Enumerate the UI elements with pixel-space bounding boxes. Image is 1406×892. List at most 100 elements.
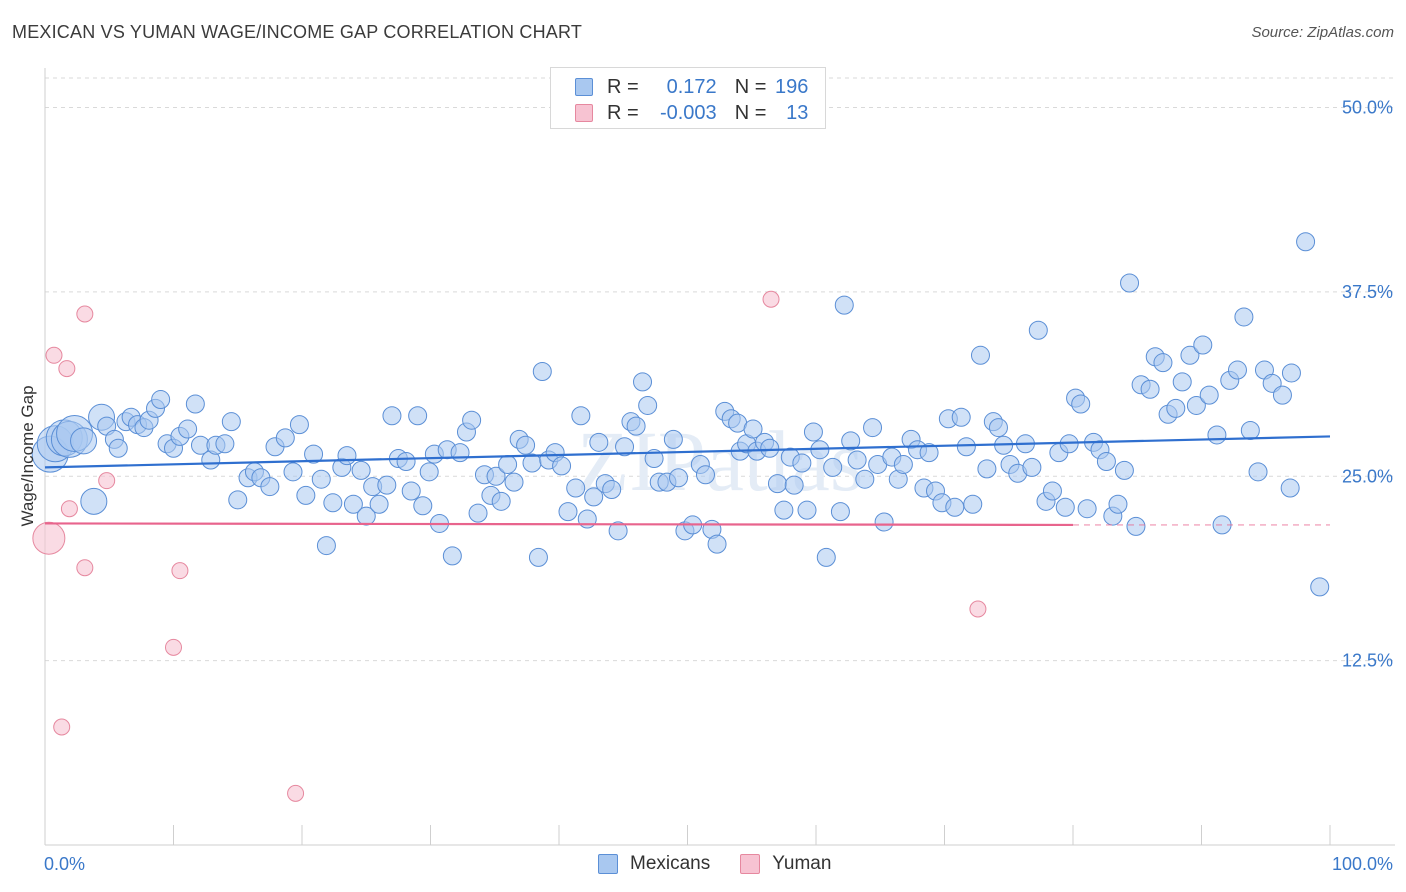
mexicans-point [151,390,171,410]
mexicans-point [486,466,506,486]
legend-label-mexicans: Mexicans [630,853,711,874]
mexicans-point [283,462,303,482]
mexicans-point [351,460,371,480]
grid-lines [45,77,1395,662]
mexicans-point [289,415,309,435]
mexicans-point [408,406,428,426]
yuman-point [762,290,780,308]
mexicans-point [1114,460,1134,480]
mexicans-point [847,450,867,470]
mexicans-point [743,419,763,439]
mexicans-point [1042,481,1062,501]
mexicans-point [1022,457,1042,477]
series-legend: Mexicans Yuman [598,852,861,876]
yuman-r-value: -0.003 [659,101,717,124]
mexicans-trend-line [44,435,1331,469]
yuman-point [969,600,987,618]
mexicans-point [1172,372,1192,392]
mexicans-point [1096,452,1116,471]
mexicans-point [491,491,511,511]
mexicans-point [1140,379,1160,399]
mexicans-swatch [575,78,593,96]
mexicans-point [369,494,389,514]
mexicans-point [566,478,586,498]
mexicans-point [275,428,295,448]
mexicans-point [1272,385,1292,405]
r-label: R = [607,101,639,124]
mexicans-point [823,457,843,477]
mexicans-point [552,456,572,476]
mexicans-point [413,496,433,516]
mexicans-point [1108,494,1128,514]
yuman-point [76,305,94,323]
mexicans-point [1071,394,1091,414]
yuman-point [76,559,94,577]
y-axis-label: Wage/Income Gap [18,385,37,527]
yuman-point [165,638,182,656]
mexicans-point [977,459,997,479]
chart-title: MEXICAN VS YUMAN WAGE/INCOME GAP CORRELA… [12,22,583,42]
mexicans-r-value: 0.172 [666,75,717,98]
y-tick-label: 25.0% [1342,466,1393,486]
legend-label-yuman: Yuman [772,853,832,874]
mexicans-point [1234,307,1254,327]
yuman-point [32,521,66,555]
yuman-swatch [575,104,593,122]
legend-item-mexicans[interactable]: Mexicans [598,853,710,875]
yuman-point [60,500,78,518]
mexicans-point [834,295,854,315]
mexicans-point [589,432,609,452]
yuman-point [58,360,76,378]
mexicans-point [296,485,316,505]
mexicans-point [532,362,552,382]
mexicans-point [669,468,689,488]
mexicans-point [988,418,1008,438]
mexicans-point [450,443,470,463]
mexicans-point [1248,462,1268,482]
mexicans-point [462,410,482,430]
legend-item-yuman[interactable]: Yuman [740,853,831,875]
mexicans-point [401,481,421,501]
mexicans-point [963,494,983,514]
mexicans-point [1153,353,1173,373]
mexicans-point [571,406,591,426]
mexicans-point [803,422,823,442]
n-label: N = [734,101,767,124]
mexicans-point [178,419,198,439]
x-tick-label: 0.0% [44,854,85,874]
yuman-n-value: 13 [786,101,809,124]
mexicans-point [951,407,971,427]
mexicans-point [396,452,416,471]
mexicans-point [855,469,875,489]
mexicans-point [784,475,804,495]
mexicans-point [1227,360,1247,380]
mexicans-point [970,345,990,365]
mexicans-point [615,437,635,457]
yuman-point [53,718,71,736]
mexicans-point [760,438,780,458]
mexicans-point [1120,273,1140,293]
yuman-trend-line [44,522,1074,527]
source-label: Source: ZipAtlas.com [1251,24,1394,41]
y-tick-label: 12.5% [1342,651,1393,671]
trend-lines [44,435,1331,527]
mexicans-point [343,494,363,514]
n-label: N = [734,75,767,98]
mexicans-point [228,490,248,510]
mexicans-point [311,469,331,489]
mexicans-point [797,500,817,520]
mexicans-point [356,506,376,526]
mexicans-point [695,465,715,485]
yuman-point [171,562,189,580]
mexicans-point [707,534,727,554]
mexicans-point [516,435,536,455]
mexicans-point [792,453,812,473]
mexicans-point [663,429,683,449]
mexicans-point [1296,232,1316,252]
mexicans-point [1281,363,1301,383]
legend-row-yuman: R = -0.003 N = 13 [575,101,808,125]
mexicans-point [1280,478,1300,498]
mexicans-point [528,547,548,567]
mexicans-point [841,431,861,451]
